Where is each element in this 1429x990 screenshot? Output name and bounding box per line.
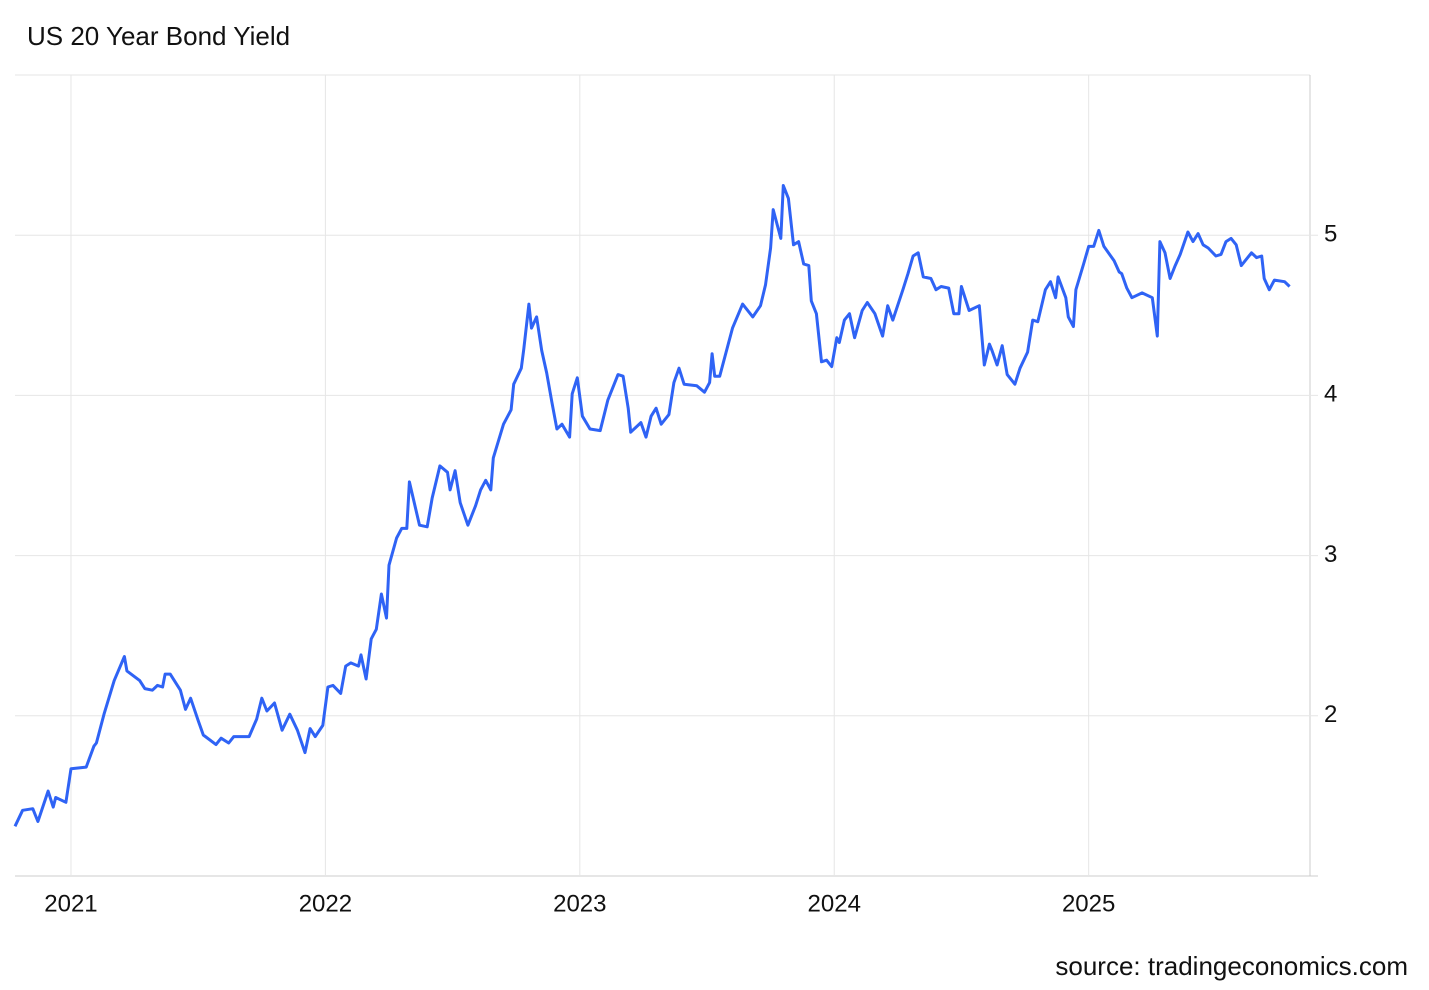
x-tick-label: 2024 <box>808 890 861 917</box>
y-tick-label: 2 <box>1324 701 1337 728</box>
y-tick-label: 4 <box>1324 381 1337 408</box>
source: source: tradingeconomics.com <box>1055 951 1408 981</box>
chart-title: US 20 Year Bond Yield <box>27 21 290 51</box>
x-tick-label: 2023 <box>553 890 606 917</box>
line <box>13 184 1291 827</box>
x-tick-label: 2025 <box>1062 890 1115 917</box>
x-tick-label: 2021 <box>44 890 97 917</box>
y-tick-label: 5 <box>1324 221 1337 248</box>
x-tick-label: 2022 <box>299 890 352 917</box>
y-tick-label: 3 <box>1324 541 1337 568</box>
